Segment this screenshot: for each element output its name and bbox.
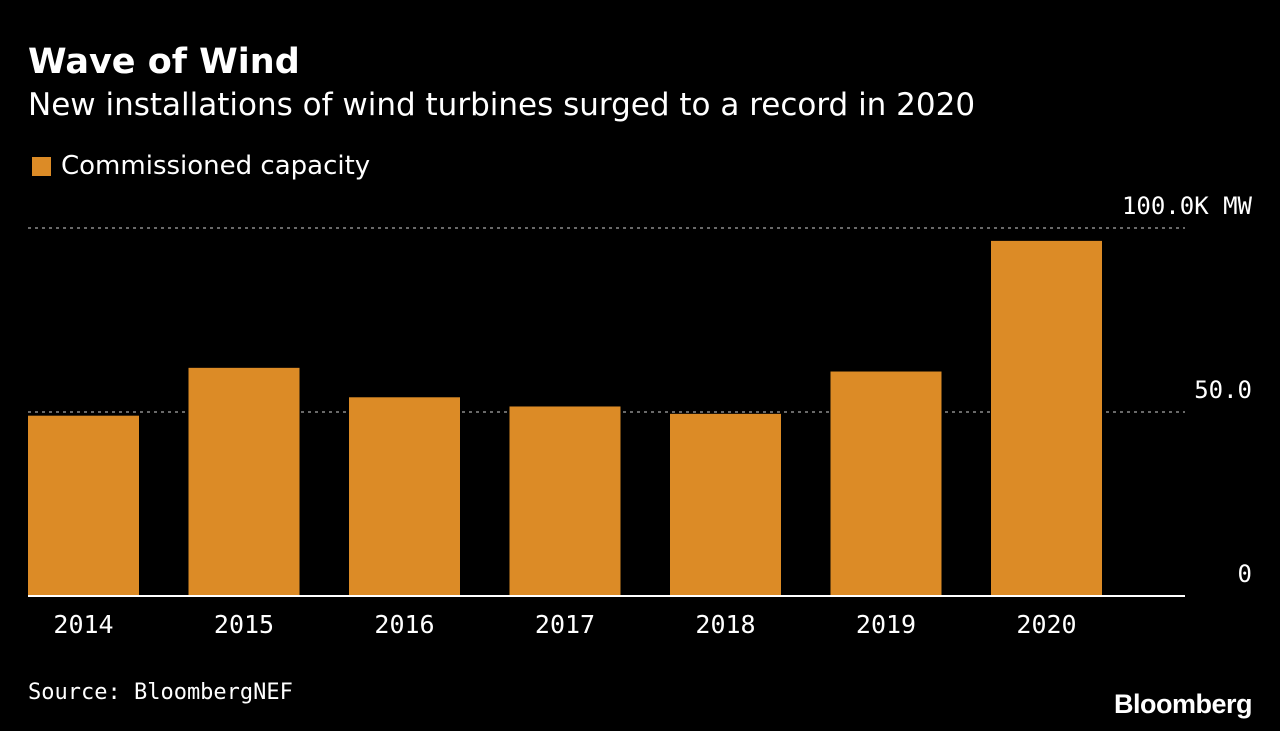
y-tick-label: 0: [1238, 560, 1252, 588]
bar-2014: [28, 415, 139, 596]
bar-2017: [509, 406, 621, 596]
x-tick-label: 2014: [53, 610, 113, 639]
bar-2016: [349, 397, 460, 596]
source-note: Source: BloombergNEF: [28, 680, 293, 705]
x-tick-label: 2019: [856, 610, 916, 639]
x-tick-label: 2015: [214, 610, 274, 639]
bar-2019: [830, 371, 942, 596]
y-tick-label: 50.0: [1194, 376, 1252, 404]
bar-2018: [670, 413, 781, 596]
bar-2015: [188, 367, 300, 596]
legend-swatch: [32, 156, 51, 176]
x-tick-label: 2017: [535, 610, 595, 639]
chart-subtitle: New installations of wind turbines surge…: [28, 87, 976, 123]
chart-title: Wave of Wind: [28, 42, 300, 82]
x-tick-label: 2020: [1016, 610, 1076, 639]
legend-label: Commissioned capacity: [61, 151, 371, 181]
y-tick-label: 100.0K MW: [1122, 192, 1253, 220]
bloomberg-logo: Bloomberg: [1113, 689, 1253, 719]
x-tick-label: 2018: [695, 610, 755, 639]
bar-2020: [991, 240, 1102, 596]
x-tick-label: 2016: [374, 610, 434, 639]
legend: Commissioned capacity: [32, 148, 370, 184]
